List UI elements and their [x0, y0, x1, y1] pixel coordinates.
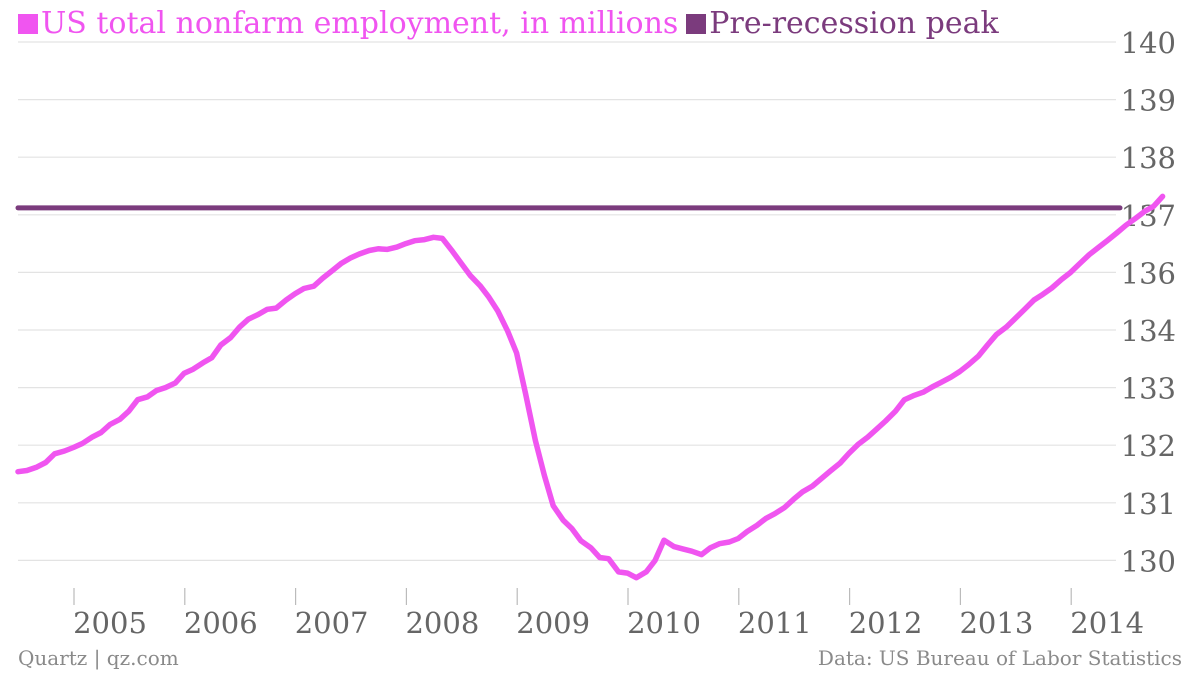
x-tick-label-2012: 2012 [849, 606, 923, 640]
y-tick-label-132: 132 [1121, 429, 1176, 463]
y-tick-label-131: 131 [1121, 487, 1176, 521]
legend-item-peak: Pre-recession peak [686, 6, 999, 42]
series-lines [15, 193, 1166, 581]
y-axis-labels: 130 131 132 133 134 136 137 138 139 140 [1121, 26, 1176, 578]
y-tick-label-137: 137 [1121, 199, 1176, 233]
legend-label-employment: US total nonfarm employment, in millions [41, 6, 679, 41]
y-tick-label-130: 130 [1121, 544, 1176, 578]
legend-item-employment: US total nonfarm employment, in millions [18, 6, 678, 42]
source-credit: Quartz | qz.com [18, 646, 179, 670]
y-tick-label-138: 138 [1121, 141, 1176, 175]
x-tick-label-2007: 2007 [295, 606, 369, 640]
x-axis-labels: 2005 2006 2007 2008 2009 2010 2011 2012 2013 2014 [73, 606, 1144, 640]
x-axis-ticks [73, 588, 1072, 605]
legend-label-peak: Pre-recession peak [709, 6, 999, 41]
legend-swatch-employment [18, 14, 38, 34]
y-tick-label-136: 136 [1121, 256, 1176, 290]
legend-swatch-peak [686, 14, 707, 34]
gridlines [18, 41, 1116, 562]
series-line-employment [15, 193, 1166, 581]
x-tick-label-2005: 2005 [73, 606, 147, 640]
x-tick-label-2010: 2010 [627, 606, 701, 640]
legend: US total nonfarm employment, in millions… [18, 6, 1007, 42]
y-tick-label-140: 140 [1121, 26, 1176, 60]
x-tick-label-2006: 2006 [184, 606, 258, 640]
x-tick-label-2011: 2011 [738, 606, 812, 640]
y-tick-label-139: 139 [1121, 84, 1176, 118]
x-tick-label-2014: 2014 [1070, 606, 1144, 640]
data-source: Data: US Bureau of Labor Statistics [817, 646, 1182, 670]
x-tick-label-2008: 2008 [405, 606, 479, 640]
x-tick-label-2009: 2009 [516, 606, 590, 640]
y-tick-label-134: 134 [1121, 314, 1176, 348]
y-tick-label-133: 133 [1121, 372, 1176, 406]
x-tick-label-2013: 2013 [959, 606, 1033, 640]
